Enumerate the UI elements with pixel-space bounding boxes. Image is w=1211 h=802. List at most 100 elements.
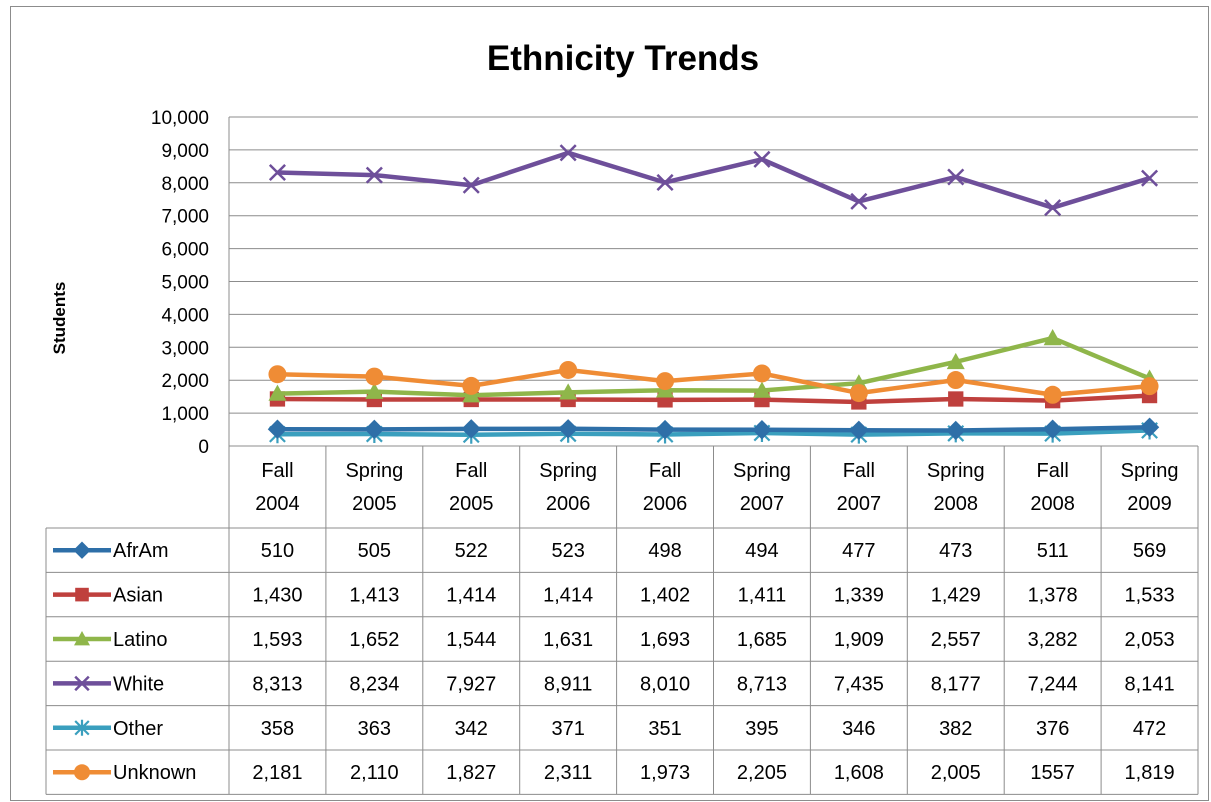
data-point-marker [655,419,675,440]
table-cell-value: 342 [455,718,488,740]
data-point-marker [1141,169,1159,187]
data-point-marker [753,150,771,168]
series-unknown [268,360,1159,404]
table-cell-value: 569 [1133,540,1166,562]
data-point-marker [268,163,286,182]
table-cell-value: 1,631 [543,629,593,651]
data-point-marker [74,675,90,692]
data-point-marker [656,173,674,192]
data-point-marker [849,420,869,441]
series-other [269,421,1158,444]
y-tick-label: 9,000 [161,141,209,162]
x-category-label: 2007 [740,493,785,515]
x-category-label: 2005 [352,493,397,515]
table-cell-value: 7,927 [446,673,496,695]
data-point-marker [364,419,385,440]
table-cell-value: 1,413 [349,585,399,607]
data-point-marker [947,168,965,186]
series-afram [267,417,1160,441]
table-cell-value: 477 [842,540,875,562]
table-cell-value: 8,010 [640,673,690,695]
y-tick-label: 0 [198,437,209,458]
data-point-marker [752,381,771,398]
table-cell-value: 8,313 [252,673,302,695]
x-category-label: 2006 [643,493,688,515]
table-cell-value: 505 [358,540,391,562]
table-cell-value: 1,378 [1028,585,1078,607]
legend-key-other [53,719,111,736]
table-cell-value: 8,177 [931,673,981,695]
table-cell-value: 395 [745,718,778,740]
series-line [277,367,1150,398]
data-point-marker [74,719,90,736]
table-cell-value: 472 [1133,718,1166,740]
legend-label: Latino [113,629,168,651]
x-category-label: 2009 [1127,493,1172,515]
table-cell-value: 1,339 [834,585,884,607]
table-cell-value: 1,827 [446,762,496,784]
y-tick-label: 3,000 [161,338,209,359]
data-point-marker [559,144,577,162]
data-point-marker [946,371,965,390]
table-cell-value: 371 [551,718,584,740]
table-cell-value: 523 [551,540,584,562]
y-tick-label: 5,000 [161,273,209,294]
table-cell-value: 1,693 [640,629,690,651]
table-cell-value: 363 [358,718,391,740]
series-line [277,428,1150,437]
legend-label: Asian [113,585,163,607]
x-category-label: Fall [843,460,875,482]
table-cell-value: 1,608 [834,762,884,784]
data-point-marker [1043,385,1062,404]
data-point-marker [656,372,675,391]
x-category-label: Fall [649,460,681,482]
legend-key-unknown [53,764,111,781]
data-point-marker [1044,199,1062,217]
table-cell-value: 2,311 [544,762,593,784]
data-point-marker [267,419,288,439]
x-category-label: Spring [927,460,985,482]
data-point-marker [462,176,480,194]
data-point-marker [74,631,90,646]
x-category-label: Spring [1121,460,1179,482]
table-cell-value: 2,005 [931,762,981,784]
y-tick-label: 2,000 [161,371,209,392]
data-table: Fall 2004 Spring 2005 Fall 2005 Spring 2006 Fall… [45,445,1199,795]
table-cell-value: 7,435 [834,673,884,695]
data-point-marker [1043,329,1062,346]
x-category-label: Spring [539,460,597,482]
table-cell-value: 1,430 [252,585,302,607]
x-category-label: Fall [455,460,487,482]
table-cell-value: 473 [939,540,972,562]
table-cell-value: 358 [261,718,294,740]
data-point-marker [559,383,578,400]
table-cell-value: 8,713 [737,673,787,695]
data-point-marker [948,391,964,407]
table-cell-value: 2,557 [931,629,981,651]
x-category-label: 2008 [1030,493,1075,515]
table-cell-value: 8,234 [349,673,399,695]
data-point-marker [849,384,868,403]
data-point-marker [1139,417,1160,437]
ethnicity-line-chart: Ethnicity Trends Students 0 1,000 2,000 3,0… [45,39,1199,795]
table-cell-value: 1,909 [834,629,884,651]
data-point-marker [462,376,481,395]
x-category-label: 2005 [449,493,494,515]
x-category-label: Spring [345,460,403,482]
data-point-marker [1140,377,1159,396]
legend-label: White [113,673,164,695]
table-cell-value: 351 [648,718,681,740]
data-point-marker [365,166,383,184]
table-cell-value: 2,181 [252,762,302,784]
series-lines [267,144,1160,444]
data-point-marker [752,420,772,440]
table-cell-value: 1,414 [543,585,593,607]
table-cell-value: 1,402 [640,585,690,607]
table-cell-value: 1,652 [349,629,399,651]
table-cell-value: 7,244 [1028,673,1078,695]
x-category-label: 2008 [934,493,979,515]
data-point-marker [946,420,966,441]
data-point-marker [558,419,578,439]
table-cell-value: 1557 [1030,762,1075,784]
series-line [277,335,1151,398]
